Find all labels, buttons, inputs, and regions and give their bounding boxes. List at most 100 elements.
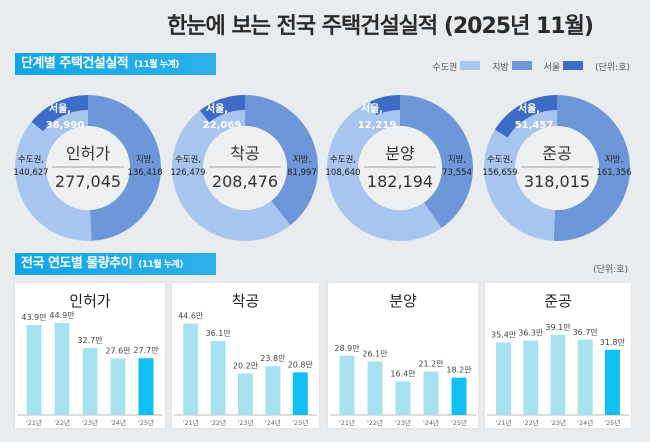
x-tick-label: '21년 bbox=[496, 418, 512, 427]
bar bbox=[451, 377, 467, 415]
seoul-value: 51,457 bbox=[515, 120, 554, 131]
x-tick-label: '22년 bbox=[210, 418, 226, 427]
section-label: 단계별 주택건설실적 bbox=[21, 56, 129, 71]
capital-value: 140,627 bbox=[13, 168, 48, 178]
x-tick-label: '22년 bbox=[54, 418, 70, 427]
bar-value-label: 31.8만 bbox=[600, 338, 626, 347]
slice-seoul bbox=[494, 95, 557, 138]
x-tick-label: '25년 bbox=[451, 418, 467, 427]
bar-chart-title: 착공 bbox=[232, 292, 260, 310]
bar-value-label: 27.6만 bbox=[105, 346, 131, 355]
donut-center bbox=[46, 126, 130, 210]
legend: 수도권 지방 서울 (단위:호) bbox=[433, 60, 630, 73]
local-name: 지방, bbox=[448, 154, 466, 165]
legend-swatch bbox=[460, 61, 481, 70]
x-tick-label: '25년 bbox=[604, 418, 620, 427]
bar-value-label: 27.7만 bbox=[133, 346, 159, 355]
donut-center bbox=[203, 126, 287, 210]
bar-chart-title: 준공 bbox=[544, 292, 572, 310]
local-value: 136,418 bbox=[127, 168, 162, 178]
local-value: 73,554 bbox=[442, 168, 472, 178]
local-value: 161,356 bbox=[596, 168, 631, 178]
bar bbox=[423, 371, 439, 415]
local-name: 지방, bbox=[136, 154, 154, 165]
bar-value-label: 18.2만 bbox=[446, 366, 472, 375]
bar bbox=[496, 342, 512, 415]
local-name: 지방, bbox=[293, 154, 311, 165]
bar-value-label: 32.7만 bbox=[77, 336, 103, 345]
bar bbox=[138, 358, 154, 415]
slice-capital bbox=[14, 95, 92, 241]
capital-value: 126,479 bbox=[170, 168, 205, 178]
seoul-name: 서울, bbox=[206, 102, 228, 115]
donut-center bbox=[358, 126, 442, 210]
bar-value-label: 44.6만 bbox=[178, 312, 204, 321]
bar-value-label: 44.9만 bbox=[49, 311, 75, 320]
x-tick-label: '23년 bbox=[82, 418, 98, 427]
bar-value-label: 26.1만 bbox=[362, 349, 388, 358]
slice-local bbox=[88, 95, 161, 241]
slice-seoul bbox=[199, 95, 245, 123]
bar bbox=[367, 361, 383, 415]
donut-title: 분양 bbox=[385, 144, 415, 163]
donut-center bbox=[515, 126, 599, 210]
x-tick-label: '24년 bbox=[577, 418, 593, 427]
section-header-stage: 단계별 주택건설실적 (11월 누계) bbox=[15, 53, 216, 75]
legend-item-capital: 수도권 bbox=[433, 60, 487, 73]
capital-name: 수도권, bbox=[18, 154, 44, 165]
x-tick-label: '25년 bbox=[138, 418, 154, 427]
bar bbox=[265, 366, 281, 415]
section-sub: (11월 누계) bbox=[138, 260, 183, 270]
bar bbox=[183, 323, 199, 415]
seoul-name: 서울, bbox=[518, 102, 540, 115]
slice-seoul bbox=[370, 95, 400, 116]
legend-item-local: 지방 bbox=[492, 60, 537, 73]
x-tick-label: '25년 bbox=[292, 418, 308, 427]
bar bbox=[26, 325, 42, 415]
donut-title: 준공 bbox=[542, 144, 571, 163]
unit-label: (단위:호) bbox=[593, 265, 628, 275]
capital-value: 108,640 bbox=[325, 168, 360, 178]
section-header-yearly: 전국 연도별 물량추이 (11월 누계) bbox=[15, 253, 216, 275]
seoul-name: 서울, bbox=[361, 102, 383, 115]
donut-title: 착공 bbox=[230, 144, 259, 163]
capital-name: 수도권, bbox=[175, 154, 201, 165]
slice-capital bbox=[326, 95, 442, 241]
capital-name: 수도권, bbox=[330, 154, 356, 165]
slice-seoul bbox=[31, 95, 88, 132]
capital-name: 수도권, bbox=[487, 154, 513, 165]
bar bbox=[577, 339, 593, 415]
slice-local bbox=[553, 95, 630, 241]
bar-value-label: 36.3만 bbox=[518, 329, 544, 338]
local-name: 지방, bbox=[605, 154, 623, 165]
bar bbox=[82, 347, 98, 415]
bar-value-label: 35.4만 bbox=[491, 330, 517, 339]
x-tick-label: '22년 bbox=[523, 418, 539, 427]
donut-title: 인허가 bbox=[66, 144, 110, 163]
bar-chart-title: 분양 bbox=[389, 292, 417, 310]
bar-value-label: 23.8만 bbox=[260, 354, 286, 363]
unit-label: (단위:호) bbox=[595, 63, 630, 73]
bar bbox=[523, 340, 539, 415]
bar bbox=[550, 334, 566, 415]
bar bbox=[238, 373, 253, 415]
slice-capital bbox=[171, 95, 291, 242]
x-tick-label: '22년 bbox=[367, 418, 383, 427]
seoul-name: 서울, bbox=[49, 102, 71, 115]
bar-value-label: 21.2만 bbox=[418, 360, 444, 369]
seoul-value: 22,069 bbox=[203, 120, 242, 131]
bar bbox=[210, 340, 226, 415]
x-tick-label: '21년 bbox=[339, 418, 355, 427]
x-tick-label: '23년 bbox=[237, 418, 253, 427]
bar-value-label: 16.4만 bbox=[390, 369, 416, 378]
bar-value-label: 39.1만 bbox=[545, 323, 571, 332]
x-tick-label: '24년 bbox=[110, 418, 126, 427]
bar-value-label: 36.1만 bbox=[206, 329, 232, 338]
x-tick-label: '23년 bbox=[550, 418, 566, 427]
section-sub: (11월 누계) bbox=[134, 60, 179, 70]
donut-total: 277,045 bbox=[55, 172, 121, 191]
section-label: 전국 연도별 물량추이 bbox=[21, 256, 133, 271]
legend-item-seoul: 서울 bbox=[544, 60, 589, 73]
x-tick-label: '24년 bbox=[423, 418, 439, 427]
